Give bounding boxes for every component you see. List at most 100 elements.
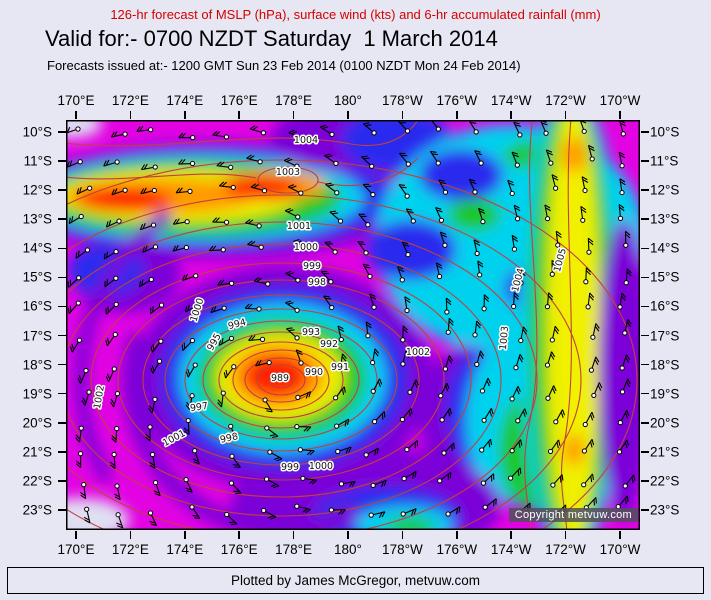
lon-label-top: 178°E [275,93,313,108]
axis-tick [238,111,240,119]
axis-tick [58,363,66,366]
lon-label-top: 176°E [220,93,258,108]
longitude-axis-bottom: 170°E 172°E 174°E 176°E 178°E 180° 178°W 176°W 1… [58,534,641,558]
axis-tick [129,111,132,119]
isobar-label: 993 [302,327,320,338]
axis-tick [641,305,649,308]
lon-label-top: 174°W [490,93,532,108]
lat-label-left: 10°S [22,124,52,140]
axis-tick [641,247,649,250]
axis-tick [58,334,66,337]
isobar-label: 1000 [309,461,333,472]
isobar-label: 991 [331,362,349,373]
lon-label-bottom: 178°E [275,542,313,557]
lon-label-bottom: 176°E [220,542,258,557]
lon-label-top: 172°W [545,93,586,108]
isobar-label: 989 [271,373,289,384]
axis-tick [75,111,77,119]
axis-tick [58,218,66,220]
axis-tick [641,451,649,453]
lon-label-bottom: 180° [334,542,362,557]
isobar-label: 1004 [294,135,318,146]
map-border [66,120,640,530]
axis-tick [58,160,66,162]
isobar-label: 999 [303,261,321,272]
lon-label-bottom: 176°W [436,542,478,557]
axis-tick [456,531,458,539]
lat-label-left: 23°S [22,502,52,518]
lon-label-bottom: 174°W [490,542,532,557]
axis-tick [292,111,295,119]
lat-label-left: 14°S [22,240,52,256]
isobar-label: 1003 [498,326,511,351]
axis-tick [292,531,295,539]
latitude-axis-left: 10°S 11°S 12°S 13°S 14°S 15°S 16°S 17°S 18°S 19°S… [0,120,62,532]
axis-tick [641,392,649,395]
axis-tick [641,480,649,482]
lon-label-top: 170°E [57,93,95,108]
axis-tick [75,531,77,539]
axis-tick [184,531,186,539]
axis-tick [641,422,649,424]
lat-label-left: 22°S [22,473,52,489]
lon-label-top: 180° [334,93,362,108]
lat-label-right: 13°S [650,211,680,227]
isobar-label: 992 [320,339,338,350]
issued-time-line: Forecasts issued at:- 1200 GMT Sun 23 Fe… [47,58,521,73]
lon-label-top: 174°E [166,93,204,108]
axis-tick [129,531,132,539]
axis-tick [641,363,649,366]
lon-label-bottom: 174°E [166,542,204,557]
isobar-label: 999 [281,462,299,473]
lat-label-right: 17°S [650,328,680,344]
lat-label-right: 22°S [650,473,680,489]
isobar-label: 998 [219,431,239,446]
lat-label-left: 20°S [22,415,52,431]
lat-label-right: 10°S [650,124,680,140]
axis-tick [510,111,512,119]
axis-tick [641,276,649,279]
lat-label-right: 19°S [650,386,680,402]
axis-tick [58,392,66,395]
axis-tick [58,305,66,308]
wind-barbs [66,120,636,529]
axis-tick [564,531,567,539]
lat-label-right: 11°S [650,153,679,169]
axis-tick [401,531,404,539]
footer-credit-box: Plotted by James McGregor, metvuw.com [7,567,704,594]
isobar-label: 1003 [276,167,300,178]
axis-tick [238,531,240,539]
forecast-description: 126-hr forecast of MSLP (hPa), surface w… [110,7,601,22]
lat-label-left: 19°S [22,386,52,402]
axis-tick [641,189,649,191]
lat-label-right: 14°S [650,240,680,256]
lat-label-left: 16°S [22,298,52,314]
isobar-label: 997 [189,401,208,414]
lat-label-right: 21°S [650,444,680,460]
axis-tick [619,531,621,539]
axis-tick [564,111,567,119]
latitude-axis-right: 10°S 11°S 12°S 13°S 14°S 15°S 16°S 17°S 18°S 19°S… [644,120,711,532]
axis-tick [619,111,621,119]
axis-tick [58,131,66,133]
isobar-label: 1002 [406,347,430,358]
lon-label-bottom: 172°E [111,542,149,557]
lon-label-top: 178°W [382,93,423,108]
lon-label-top: 172°E [111,93,149,108]
copyright-notice: Copyright metvuw.com [508,508,638,522]
isobar-contours [66,120,638,530]
lat-label-left: 12°S [22,182,52,198]
isobar-label: 1000 [294,242,318,253]
lat-label-right: 23°S [650,502,680,518]
isobar-label: 998 [308,277,326,288]
axis-tick [58,189,66,191]
lon-label-top: 170°W [599,93,641,108]
lat-label-left: 13°S [22,211,52,227]
axis-tick [58,509,66,511]
lat-label-right: 12°S [650,182,680,198]
lat-label-right: 20°S [650,415,680,431]
lon-label-top: 176°W [436,93,478,108]
axis-tick [510,531,512,539]
